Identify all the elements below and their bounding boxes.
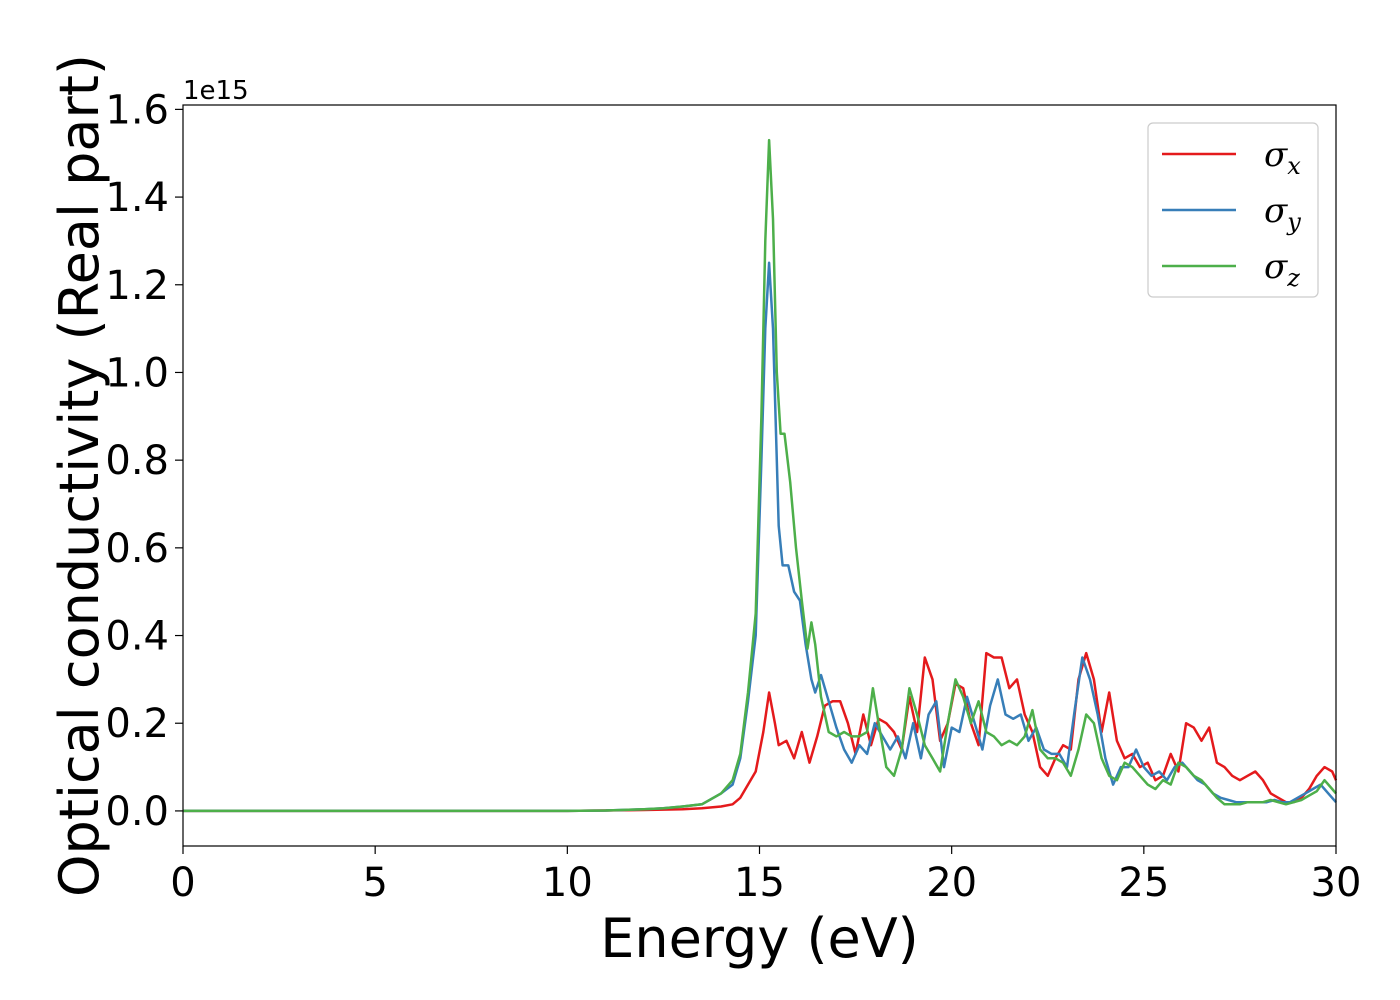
x-tick-label: 20 [926, 860, 977, 906]
y-tick-label: 1.0 [105, 350, 169, 396]
legend-subscript: x [1287, 152, 1301, 180]
tick-layer: 0 5 10 15 20 25 30 0.0 0.2 0.4 0.6 0.8 1.0 1.2 1.4 1.6 [105, 87, 1361, 906]
series-line-y [183, 261, 1337, 813]
y-tick-label: 0.6 [105, 526, 169, 572]
x-tick-label: 0 [170, 860, 195, 906]
series-layer [183, 138, 1338, 813]
legend-symbol: σ [1264, 135, 1288, 175]
legend-symbol: σ [1264, 247, 1288, 287]
x-tick-label: 25 [1118, 860, 1169, 906]
y-tick-label: 1.6 [105, 87, 169, 133]
x-tick-label: 5 [362, 860, 387, 906]
x-tick-label: 30 [1311, 860, 1362, 906]
legend-symbol: σ [1264, 191, 1288, 231]
y-tick-label: 0.2 [105, 701, 169, 747]
plot-frame [182, 104, 1337, 847]
legend-label-y: σy [1264, 191, 1301, 236]
legend-label-x: σx [1264, 135, 1301, 180]
series-line-x [183, 651, 1338, 813]
legend-subscript: y [1286, 208, 1301, 236]
y-tick-label: 1.2 [105, 263, 169, 309]
y-offset-label: 1e15 [183, 76, 249, 106]
y-tick-label: 1.4 [105, 175, 169, 221]
legend-label-z: σz [1264, 247, 1300, 292]
x-axis-title: Energy (eV) [600, 907, 919, 970]
series-line-z [183, 138, 1337, 813]
x-tick-label: 10 [542, 860, 593, 906]
y-axis-title: Optical conductivity (Real part) [48, 54, 111, 897]
y-tick-label: 0.0 [105, 789, 169, 835]
legend-subscript: z [1286, 264, 1300, 292]
x-tick-label: 15 [734, 860, 785, 906]
y-tick-label: 0.8 [105, 438, 169, 484]
y-tick-label: 0.4 [105, 614, 169, 660]
